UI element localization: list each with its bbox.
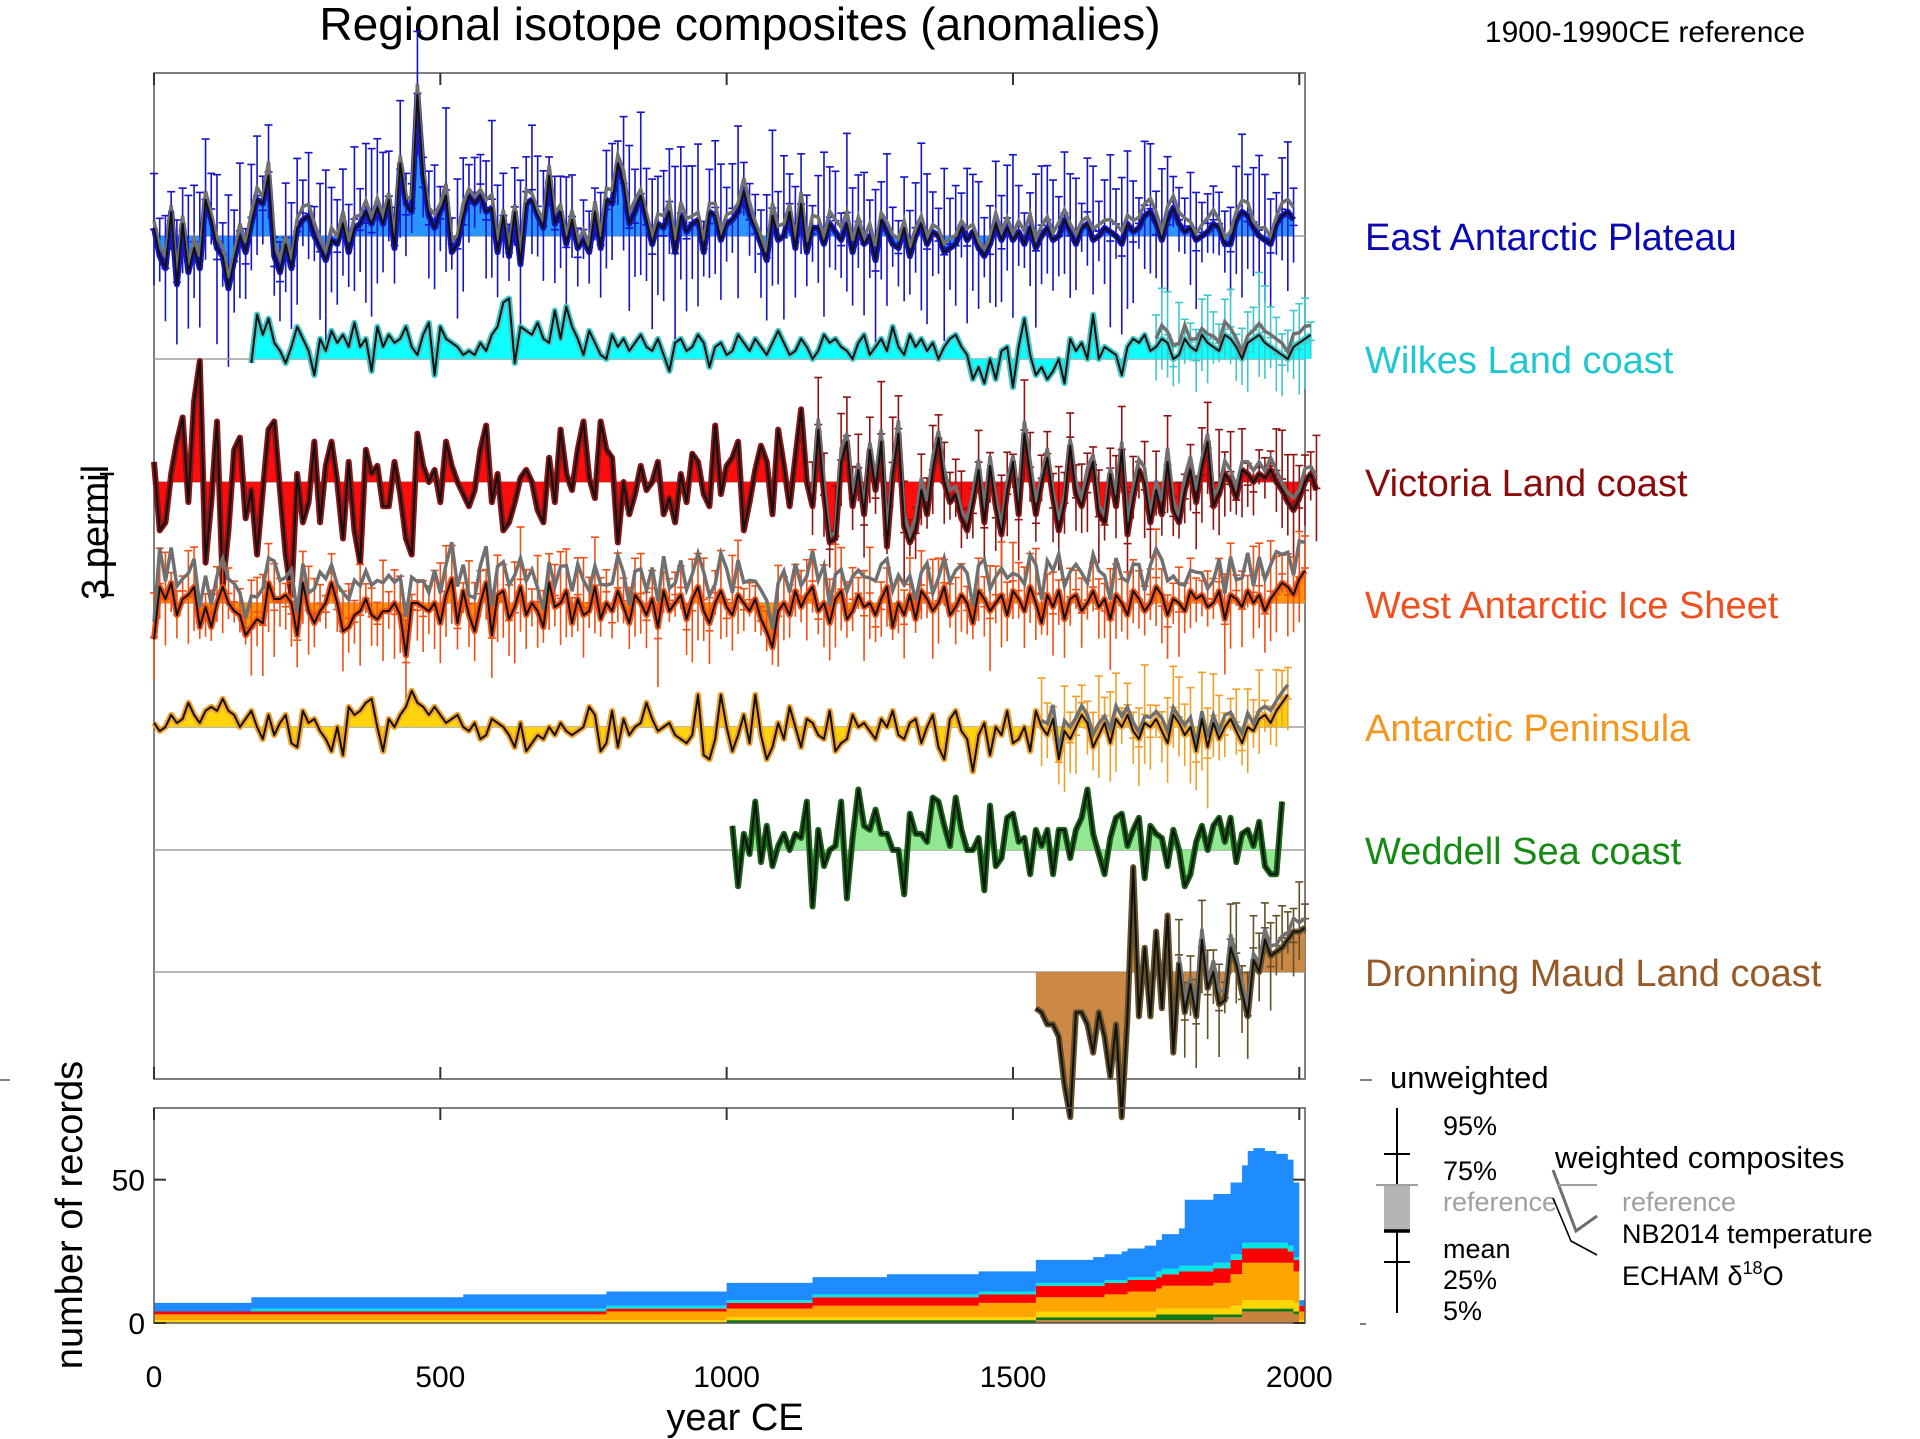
isotope-composites-panel <box>150 30 1321 1121</box>
y-tick-label: 50 <box>112 1165 145 1198</box>
chart-title: Regional isotope composites (anomalies) <box>319 0 1160 50</box>
x-tick-label: 0 <box>146 1361 163 1394</box>
top-panel-ticks <box>153 73 1301 1079</box>
legend-label-25: 25% <box>1443 1265 1497 1295</box>
stack-dronning-maud-land-coast <box>154 1311 1305 1323</box>
x-tick-label: 1000 <box>693 1361 760 1394</box>
legend-weighted-title: weighted composites <box>1554 1140 1845 1175</box>
series-wilkes-land-coast <box>154 271 1315 397</box>
region-label: East Antarctic Plateau <box>1365 217 1737 259</box>
series-victoria-land-coast <box>151 358 1321 598</box>
legend-echam-line <box>1552 1197 1598 1256</box>
series-weddell-sea-coast <box>154 786 1305 910</box>
series-antarctic-peninsula <box>151 664 1305 809</box>
region-label: West Antarctic Ice Sheet <box>1365 585 1779 627</box>
y-tick-label: 0 <box>128 1308 145 1341</box>
legend-ref-box <box>1384 1185 1410 1231</box>
region-label: Victoria Land coast <box>1365 463 1688 505</box>
x-tick-label: 2000 <box>1266 1361 1333 1394</box>
nb2014-temperature-line <box>152 83 1295 279</box>
legend: unweighted 95% 75% reference mean 25% 5%… <box>0 1060 1873 1326</box>
echam-d18o-line <box>250 297 1312 389</box>
legend-unweighted-title: unweighted <box>1390 1060 1549 1095</box>
legend-weighted-reference: reference <box>1622 1187 1736 1217</box>
region-label: Wilkes Land coast <box>1365 340 1674 382</box>
stack-wilkes-land-coast <box>154 1242 1305 1312</box>
series-east-antarctic-plateau <box>150 30 1305 367</box>
x-axis-label: year CE <box>666 1397 803 1439</box>
region-labels: East Antarctic Plateau Wilkes Land coast V… <box>1365 217 1822 995</box>
region-label: Antarctic Peninsula <box>1365 708 1691 750</box>
legend-label-reference: reference <box>1443 1187 1557 1217</box>
stack-west-antarctic-ice-sheet <box>154 1262 1305 1321</box>
y-axis-label: number of records <box>49 1061 91 1369</box>
echam-d18o-line <box>153 93 1295 290</box>
echam-d18o-line <box>731 788 1284 908</box>
legend-label-95: 95% <box>1443 1111 1497 1141</box>
legend-echam-label: ECHAM δ18O <box>1622 1258 1784 1291</box>
legend-echam-suffix: O <box>1763 1261 1784 1291</box>
anomaly-fill <box>154 361 1317 595</box>
legend-echam-delta: δ <box>1728 1261 1743 1291</box>
legend-label-75: 75% <box>1443 1156 1497 1186</box>
x-tick-label: 1500 <box>980 1361 1047 1394</box>
echam-d18o-line <box>1035 866 1306 1119</box>
region-label: Weddell Sea coast <box>1365 831 1682 873</box>
echam-d18o-line <box>153 689 1289 773</box>
nb2014-temperature-line <box>1040 683 1290 752</box>
bottom-panel-ticks: 0 500 1000 1500 2000 0 50 <box>112 1108 1333 1394</box>
legend-nb2014-label: NB2014 temperature <box>1622 1219 1873 1249</box>
region-label: Dronning Maud Land coast <box>1365 953 1822 995</box>
legend-echam-superscript: 18 <box>1743 1258 1763 1278</box>
legend-label-5: 5% <box>1443 1296 1482 1326</box>
echam-d18o-line <box>153 570 1306 657</box>
record-count-panel: 0 500 1000 1500 2000 0 50 number of records ye… <box>49 1061 1333 1439</box>
x-tick-label: 500 <box>415 1361 465 1394</box>
anomaly-fill <box>1035 867 1305 1118</box>
legend-echam-name: ECHAM <box>1622 1261 1720 1291</box>
series-layer <box>150 30 1321 1121</box>
bottom-panel-frame <box>153 1107 1306 1324</box>
nb2014-temperature-line <box>152 539 1306 630</box>
echam-d18o-line <box>153 360 1318 596</box>
scale-bar-label: 3 permil <box>75 465 117 600</box>
series-west-antarctic-ice-sheet <box>150 526 1309 705</box>
reference-period-label: 1900-1990CE reference <box>1485 16 1805 49</box>
legend-label-mean: mean <box>1443 1234 1511 1264</box>
stacked-areas <box>154 1148 1305 1323</box>
legend-nb2014-line <box>1551 1169 1598 1234</box>
stack-victoria-land-coast <box>154 1248 1305 1315</box>
nb2014-temperature-line <box>1154 318 1312 357</box>
scale-bar: 3 permil <box>75 465 117 600</box>
series-dronning-maud-land-coast <box>154 864 1309 1121</box>
